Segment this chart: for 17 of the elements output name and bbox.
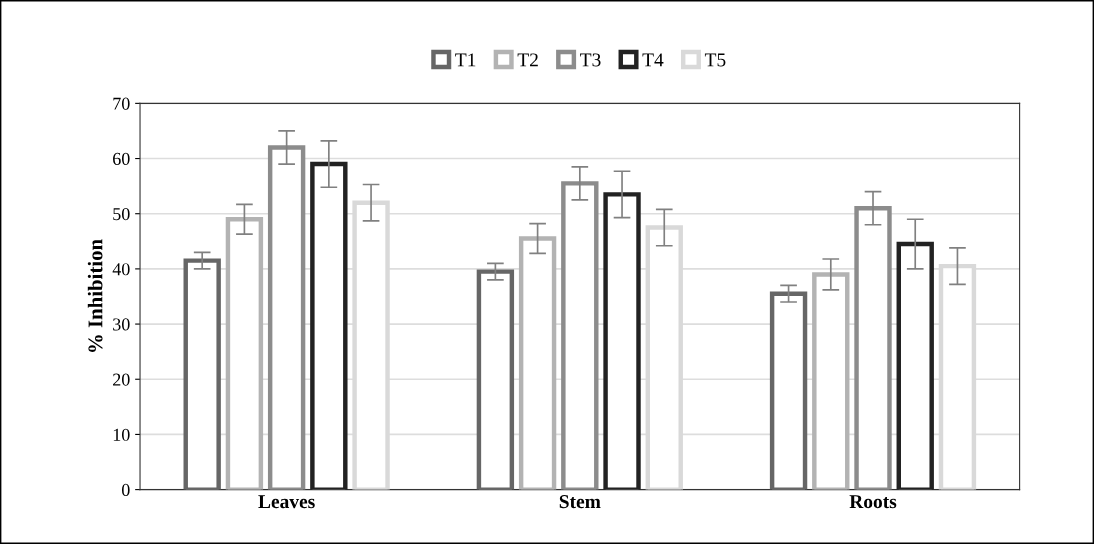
y-tick-label: 40 bbox=[112, 263, 130, 276]
legend-label: T5 bbox=[704, 53, 726, 67]
y-axis-title: % Inhibition bbox=[87, 239, 103, 352]
y-tick-label: 10 bbox=[113, 428, 130, 441]
x-tick-label: Stem bbox=[559, 495, 601, 509]
y-tick-label: 30 bbox=[113, 318, 130, 331]
y-tick-label: 60 bbox=[113, 152, 130, 165]
y-tick-label: 0 bbox=[121, 483, 130, 497]
y-tick-label: 50 bbox=[113, 207, 130, 221]
legend-label: T3 bbox=[580, 53, 601, 67]
x-tick-label: Leaves bbox=[258, 495, 315, 509]
y-tick-label: 70 bbox=[113, 97, 130, 110]
legend-label: T1 bbox=[455, 53, 476, 67]
legend-label: T4 bbox=[642, 53, 664, 67]
legend-label: T2 bbox=[517, 53, 538, 67]
y-tick-label: 20 bbox=[113, 373, 130, 386]
x-tick-label: Roots bbox=[849, 495, 897, 509]
